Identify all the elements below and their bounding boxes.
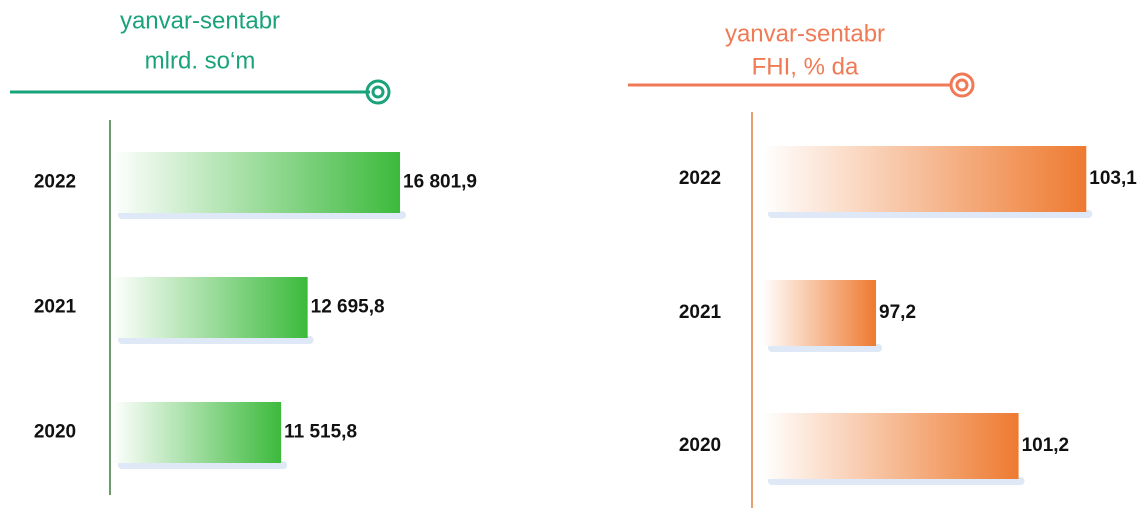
category-label: 2020 bbox=[679, 435, 721, 456]
bar bbox=[762, 413, 1019, 479]
title-ring-inner bbox=[371, 85, 385, 99]
value-label: 12 695,8 bbox=[311, 297, 385, 318]
chart-subtitle: mlrd. so‘m bbox=[145, 47, 256, 74]
value-label: 97,2 bbox=[879, 302, 916, 323]
chart-subtitle: FHI, % da bbox=[752, 53, 859, 80]
bar bbox=[112, 152, 401, 213]
value-label: 11 515,8 bbox=[284, 422, 357, 443]
chart-title: yanvar-sentabr bbox=[725, 20, 885, 47]
title-ring-inner bbox=[955, 78, 969, 92]
value-label: 101,2 bbox=[1022, 435, 1070, 456]
chart-title: yanvar-sentabr bbox=[120, 7, 280, 34]
bar bbox=[112, 402, 282, 463]
bar bbox=[112, 277, 308, 338]
title-ring bbox=[365, 79, 391, 105]
category-label: 2020 bbox=[34, 422, 76, 443]
category-label: 2022 bbox=[679, 168, 721, 189]
value-label: 103,1 bbox=[1089, 168, 1137, 189]
bar bbox=[762, 146, 1087, 212]
bar bbox=[762, 280, 877, 346]
value-label: 16 801,9 bbox=[403, 172, 477, 193]
category-label: 2021 bbox=[679, 302, 722, 323]
category-label: 2022 bbox=[34, 172, 76, 193]
category-label: 2021 bbox=[34, 297, 77, 318]
title-ring bbox=[949, 72, 975, 98]
